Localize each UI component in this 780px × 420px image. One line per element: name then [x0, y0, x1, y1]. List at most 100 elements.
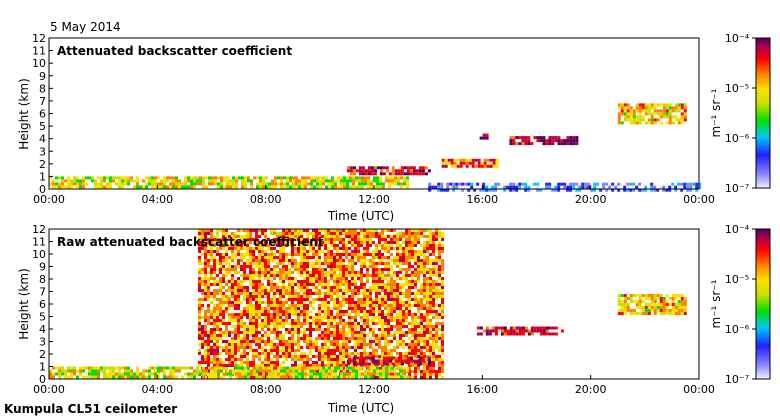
heatmap-cell: [249, 319, 252, 322]
heatmap-cell: [318, 268, 321, 271]
heatmap-cell: [303, 247, 306, 250]
heatmap-cell: [210, 340, 213, 343]
heatmap-cell: [399, 271, 402, 274]
heatmap-cell: [680, 103, 684, 107]
heatmap-cell: [103, 179, 106, 183]
heatmap-cell: [489, 164, 493, 168]
heatmap-cell: [351, 328, 354, 331]
heatmap-cell: [234, 349, 237, 352]
heatmap-cell: [73, 369, 76, 373]
heatmap-cell: [240, 346, 243, 349]
heatmap-cell: [178, 179, 181, 183]
heatmap-cell: [545, 326, 549, 330]
heatmap-cell: [340, 375, 343, 379]
heatmap-cell: [348, 313, 351, 316]
heatmap-cell: [324, 340, 327, 343]
heatmap-cell: [352, 372, 355, 376]
heatmap-cell: [411, 346, 414, 349]
heatmap-cell: [414, 370, 417, 373]
heatmap-cell: [641, 300, 645, 303]
heatmap-cell: [210, 229, 213, 232]
heatmap-cell: [243, 349, 246, 352]
heatmap-cell: [339, 262, 342, 265]
heatmap-cell: [381, 289, 384, 292]
heatmap-cell: [409, 169, 413, 173]
heatmap-cell: [355, 176, 358, 180]
heatmap-cell: [432, 367, 435, 370]
heatmap-cell: [234, 319, 237, 322]
heatmap-cell: [381, 328, 384, 331]
heatmap-cell: [201, 340, 204, 343]
heatmap-cell: [360, 352, 363, 355]
heatmap-cell: [423, 376, 426, 379]
heatmap-cell: [521, 185, 525, 189]
heatmap-cell: [387, 280, 390, 283]
heatmap-cell: [198, 322, 201, 325]
heatmap-cell: [381, 274, 384, 277]
heatmap-cell: [411, 247, 414, 250]
heatmap-cell: [282, 271, 285, 274]
heatmap-cell: [225, 271, 228, 274]
heatmap-cell: [363, 352, 366, 355]
heatmap-cell: [680, 300, 684, 303]
heatmap-cell: [273, 331, 276, 334]
heatmap-cell: [438, 259, 441, 262]
heatmap-cell: [391, 179, 394, 183]
heatmap-cell: [405, 268, 408, 271]
heatmap-cell: [429, 325, 432, 328]
heatmap-cell: [300, 295, 303, 298]
heatmap-cell: [88, 372, 91, 376]
heatmap-cell: [435, 376, 438, 379]
heatmap-cell: [357, 337, 360, 340]
heatmap-cell: [214, 182, 217, 186]
heatmap-cell: [315, 346, 318, 349]
heatmap-cell: [512, 142, 516, 146]
heatmap-cell: [527, 136, 531, 140]
heatmap-cell: [479, 136, 483, 140]
heatmap-cell: [70, 185, 73, 189]
heatmap-cell: [354, 337, 357, 340]
heatmap-cell: [318, 319, 321, 322]
heatmap-cell: [387, 268, 390, 271]
heatmap-cell: [273, 295, 276, 298]
heatmap-cell: [351, 274, 354, 277]
heatmap-cell: [378, 334, 381, 337]
heatmap-cell: [222, 253, 225, 256]
heatmap-cell: [130, 179, 133, 183]
heatmap-cell: [393, 292, 396, 295]
heatmap-cell: [641, 312, 645, 315]
heatmap-cell: [243, 277, 246, 280]
heatmap-cell: [219, 244, 222, 247]
heatmap-cell: [680, 112, 684, 116]
heatmap-cell: [384, 289, 387, 292]
heatmap-cell: [187, 179, 190, 183]
heatmap-cell: [465, 164, 469, 168]
heatmap-cell: [291, 340, 294, 343]
heatmap-cell: [282, 286, 285, 289]
heatmap-cell: [261, 286, 264, 289]
heatmap-cell: [357, 232, 360, 235]
heatmap-cell: [217, 176, 220, 180]
heatmap-cell: [283, 372, 286, 376]
heatmap-cell: [276, 241, 279, 244]
heatmap-cell: [333, 319, 336, 322]
heatmap-cell: [375, 247, 378, 250]
heatmap-cell: [160, 369, 163, 373]
heatmap-cell: [250, 179, 253, 183]
heatmap-cell: [249, 274, 252, 277]
heatmap-cell: [243, 328, 246, 331]
heatmap-cell: [264, 325, 267, 328]
heatmap-cell: [258, 229, 261, 232]
heatmap-cell: [49, 372, 52, 376]
heatmap-cell: [411, 265, 414, 268]
heatmap-cell: [243, 334, 246, 337]
heatmap-cell: [252, 337, 255, 340]
heatmap-cell: [276, 283, 279, 286]
heatmap-cell: [309, 352, 312, 355]
heatmap-cell: [432, 343, 435, 346]
heatmap-cell: [408, 343, 411, 346]
heatmap-cell: [384, 340, 387, 343]
heatmap-cell: [423, 253, 426, 256]
heatmap-cell: [441, 250, 444, 253]
heatmap-cell: [231, 355, 234, 358]
